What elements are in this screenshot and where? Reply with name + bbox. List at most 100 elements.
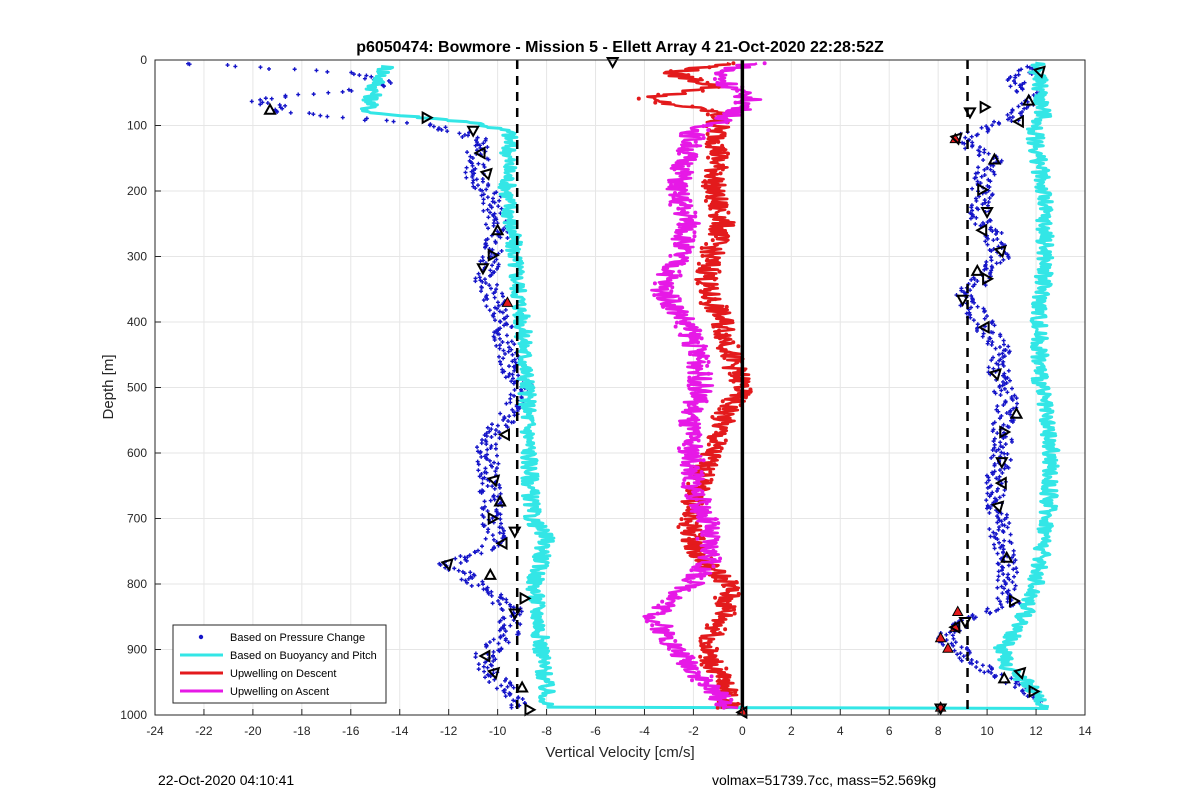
pressure-change-point (484, 442, 489, 447)
series-point (700, 489, 705, 494)
pressure-change-point (1014, 396, 1019, 401)
series-point (672, 167, 677, 172)
pressure-change-point (969, 277, 974, 282)
series-point (710, 238, 715, 243)
series-point (731, 61, 736, 66)
pressure-change-point (484, 187, 489, 192)
pressure-change-point (1001, 257, 1006, 262)
pressure-change-point (476, 583, 481, 588)
series-point (733, 100, 738, 105)
pressure-change-point (988, 227, 993, 232)
pressure-change-point (1006, 425, 1011, 430)
pressure-change-point (485, 665, 490, 670)
pressure-change-point (469, 169, 474, 174)
series-point (703, 183, 708, 188)
series-point (762, 61, 767, 66)
series-point (706, 442, 711, 447)
pressure-change-point (973, 222, 978, 227)
series-point (724, 666, 729, 671)
series-point (701, 135, 706, 140)
pressure-change-point (1008, 412, 1013, 417)
pressure-change-point (1015, 401, 1020, 406)
pressure-change-point (512, 413, 517, 418)
series-point (717, 422, 722, 427)
pressure-change-point (496, 461, 501, 466)
pressure-change-point (1002, 586, 1007, 591)
pressure-change-point (1003, 582, 1008, 587)
pressure-change-point (484, 470, 489, 475)
pressure-change-point (495, 300, 500, 305)
series-point (731, 379, 736, 384)
axis-ticks: -24 -22 -20 -18 -16 -14 -12 -10 -8 -6 -4 -2 0 2 4 6 8 10 1… (120, 53, 1092, 738)
pressure-change-point (1020, 689, 1025, 694)
pressure-change-point (497, 354, 502, 359)
series-point (701, 124, 706, 129)
series-point (701, 344, 706, 349)
pressure-change-point (479, 193, 484, 198)
pressure-change-point (979, 174, 984, 179)
pressure-change-point (491, 659, 496, 664)
series-point (687, 249, 692, 254)
pressure-change-point (486, 226, 491, 231)
pressure-change-point (492, 677, 497, 682)
pressure-change-point (482, 454, 487, 459)
pressure-change-point (508, 396, 513, 401)
series-point (735, 701, 740, 706)
pressure-change-point (481, 524, 486, 529)
series-point (663, 631, 668, 636)
pressure-change-point (508, 392, 513, 397)
pressure-change-point (1019, 101, 1024, 106)
pressure-change-point (1005, 590, 1010, 595)
pressure-change-point (993, 346, 998, 351)
series-point (700, 265, 705, 270)
series-point (694, 497, 699, 502)
series-point (683, 175, 688, 180)
series-point (678, 187, 683, 192)
pressure-change-point (485, 452, 490, 457)
pressure-change-point (472, 573, 477, 578)
pressure-change-point (481, 201, 486, 206)
series-point (687, 536, 692, 541)
pressure-change-point (959, 645, 964, 650)
pressure-change-point (509, 420, 514, 425)
series-point (692, 234, 697, 239)
pressure-change-point (1009, 676, 1014, 681)
pressure-change-point (481, 587, 486, 592)
series-point (718, 171, 723, 176)
pressure-change-point (500, 370, 505, 375)
pressure-change-point (280, 106, 285, 111)
x-tick-label: -14 (391, 724, 409, 738)
series-point (661, 265, 666, 270)
legend-label: Upwelling on Ascent (230, 686, 329, 698)
pressure-change-point (489, 427, 494, 432)
pressure-change-point (492, 337, 497, 342)
pressure-change-point (501, 348, 506, 353)
pressure-change-point (974, 215, 979, 220)
pressure-change-point (187, 62, 192, 67)
series-point (706, 128, 711, 133)
pressure-change-point (465, 150, 470, 155)
pressure-change-point (971, 214, 976, 219)
pressure-change-point (490, 464, 495, 469)
pressure-change-point (1011, 552, 1016, 557)
pressure-change-point (1020, 82, 1025, 87)
pressure-change-point (475, 135, 480, 140)
pressure-change-point (988, 336, 993, 341)
pressure-change-point (1000, 351, 1005, 356)
pressure-change-point (443, 125, 448, 130)
triangle-marker (483, 567, 497, 580)
triangle-marker (495, 536, 508, 551)
series-point (718, 556, 723, 561)
pressure-change-point (458, 554, 463, 559)
pressure-change-point (490, 533, 495, 538)
pressure-change-point (258, 102, 263, 107)
pressure-change-point (503, 638, 508, 643)
pressure-change-point (485, 483, 490, 488)
series-point (701, 458, 706, 463)
series-point (705, 257, 710, 262)
pressure-change-point (995, 578, 1000, 583)
series-point (709, 650, 714, 655)
pressure-change-point (498, 362, 503, 367)
series-point (736, 591, 741, 596)
triangle-marker (524, 703, 537, 717)
